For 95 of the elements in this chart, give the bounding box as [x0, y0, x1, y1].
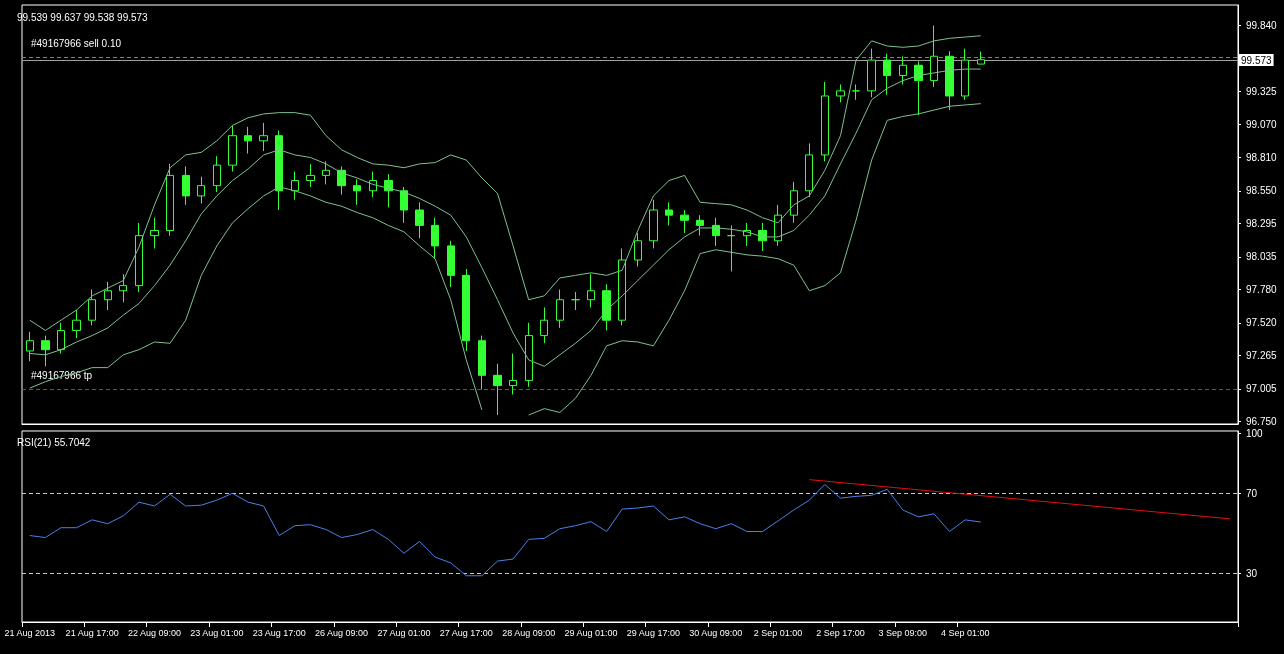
candlestick [384, 173, 393, 208]
candlestick [337, 165, 346, 196]
y-tick-label: 70 [1246, 487, 1258, 499]
y-tick-label: 97.520 [1246, 317, 1278, 329]
y-tick-label: 99.070 [1246, 118, 1278, 130]
text: 99.539 99.637 99.538 99.573 [17, 11, 149, 23]
y-tick-label: 100 [1246, 427, 1264, 439]
candlestick [790, 181, 798, 224]
y-tick-label: 96.750 [1246, 415, 1278, 427]
y-tick-label: 97.780 [1246, 283, 1278, 295]
y-tick-label: 98.810 [1246, 151, 1278, 163]
candlestick [930, 25, 938, 88]
candlestick [72, 309, 81, 339]
candlestick [696, 214, 704, 237]
candlestick [634, 232, 642, 267]
candlestick [587, 273, 595, 308]
y-tick-label: 98.035 [1246, 251, 1278, 263]
candlestick [462, 268, 470, 352]
x-tick-label: 30 Aug 09:00 [689, 627, 743, 638]
candlestick [649, 199, 658, 249]
x-tick-label: 29 Aug 01:00 [564, 627, 618, 638]
candlestick [182, 165, 190, 206]
candlestick [41, 335, 50, 367]
candlestick [883, 53, 891, 96]
candlestick [478, 335, 486, 390]
candlestick [618, 247, 626, 326]
candlestick [665, 201, 673, 226]
candlestick [213, 155, 221, 193]
candlestick [88, 288, 96, 326]
candlestick [197, 176, 205, 205]
candlestick [493, 363, 502, 416]
y-tick-label: 98.550 [1246, 185, 1278, 197]
x-tick-label: 22 Aug 09:00 [127, 627, 182, 638]
line-series [29, 68, 982, 367]
candlestick [556, 288, 564, 329]
candlestick [431, 217, 439, 260]
candlestick [867, 48, 876, 98]
candlestick [104, 281, 112, 311]
candlestick [291, 171, 299, 201]
y-tick-label: 97.265 [1246, 349, 1278, 361]
candlestick [899, 55, 907, 85]
candlestick [852, 83, 860, 101]
x-tick-label: 4 Sep 01:00 [940, 627, 990, 638]
candlestick [400, 186, 408, 224]
candlestick [135, 222, 143, 293]
ref-line-label: #49167966 sell 0.10 [31, 38, 122, 50]
y-tick-label: 99.840 [1246, 20, 1278, 31]
x-tick-label: 2 Sep 17:00 [816, 627, 865, 638]
candlestick [306, 163, 315, 188]
text: RSI(21) 55.7042 [17, 436, 91, 448]
line-series [29, 35, 982, 331]
x-tick-label: 3 Sep 09:00 [878, 627, 928, 638]
y-tick-label: 97.005 [1246, 383, 1278, 395]
x-tick-label: 26 Aug 09:00 [315, 627, 369, 638]
candlestick [228, 124, 237, 173]
candlestick [509, 353, 517, 396]
candlestick [150, 217, 159, 249]
candlestick [571, 291, 580, 311]
candlestick [821, 81, 829, 162]
candlestick [57, 322, 65, 355]
x-tick-label: 21 Aug 17:00 [65, 627, 119, 638]
candlestick [119, 273, 127, 303]
x-tick-label: 23 Aug 17:00 [252, 627, 306, 638]
candlestick [369, 171, 377, 198]
x-tick-label: 27 Aug 17:00 [439, 627, 493, 638]
x-tick-label: 27 Aug 01:00 [377, 627, 431, 638]
candlestick [259, 122, 268, 152]
candlestick [836, 83, 845, 103]
candlestick [602, 283, 611, 331]
candlestick [447, 240, 455, 288]
candlestick [322, 160, 330, 185]
candlestick [977, 51, 985, 65]
candlestick [415, 201, 424, 239]
candlestick [244, 126, 252, 155]
x-tick-label: 21 Aug 2013 [4, 627, 56, 638]
candlestick [275, 130, 283, 211]
candlestick [166, 163, 174, 237]
candlestick [26, 331, 34, 362]
x-tick-label: 2 Sep 01:00 [753, 627, 803, 638]
y-tick-label: 99.325 [1246, 85, 1278, 97]
x-tick-label: 28 Aug 09:00 [502, 627, 556, 638]
candlestick [540, 306, 548, 344]
candlestick [961, 48, 969, 101]
candlestick [680, 209, 689, 234]
x-tick-label: 23 Aug 01:00 [190, 627, 244, 638]
y-tick-label: 30 [1246, 568, 1258, 580]
candlestick [914, 60, 923, 116]
y-tick-label: 98.295 [1246, 217, 1278, 229]
ref-line-label: 99.573 [1241, 54, 1273, 66]
x-tick-label: 29 Aug 17:00 [626, 627, 680, 638]
line-series [29, 483, 982, 577]
candlestick [525, 322, 533, 388]
candlestick [945, 50, 954, 111]
candlestick [353, 178, 361, 206]
candlestick [727, 224, 735, 273]
